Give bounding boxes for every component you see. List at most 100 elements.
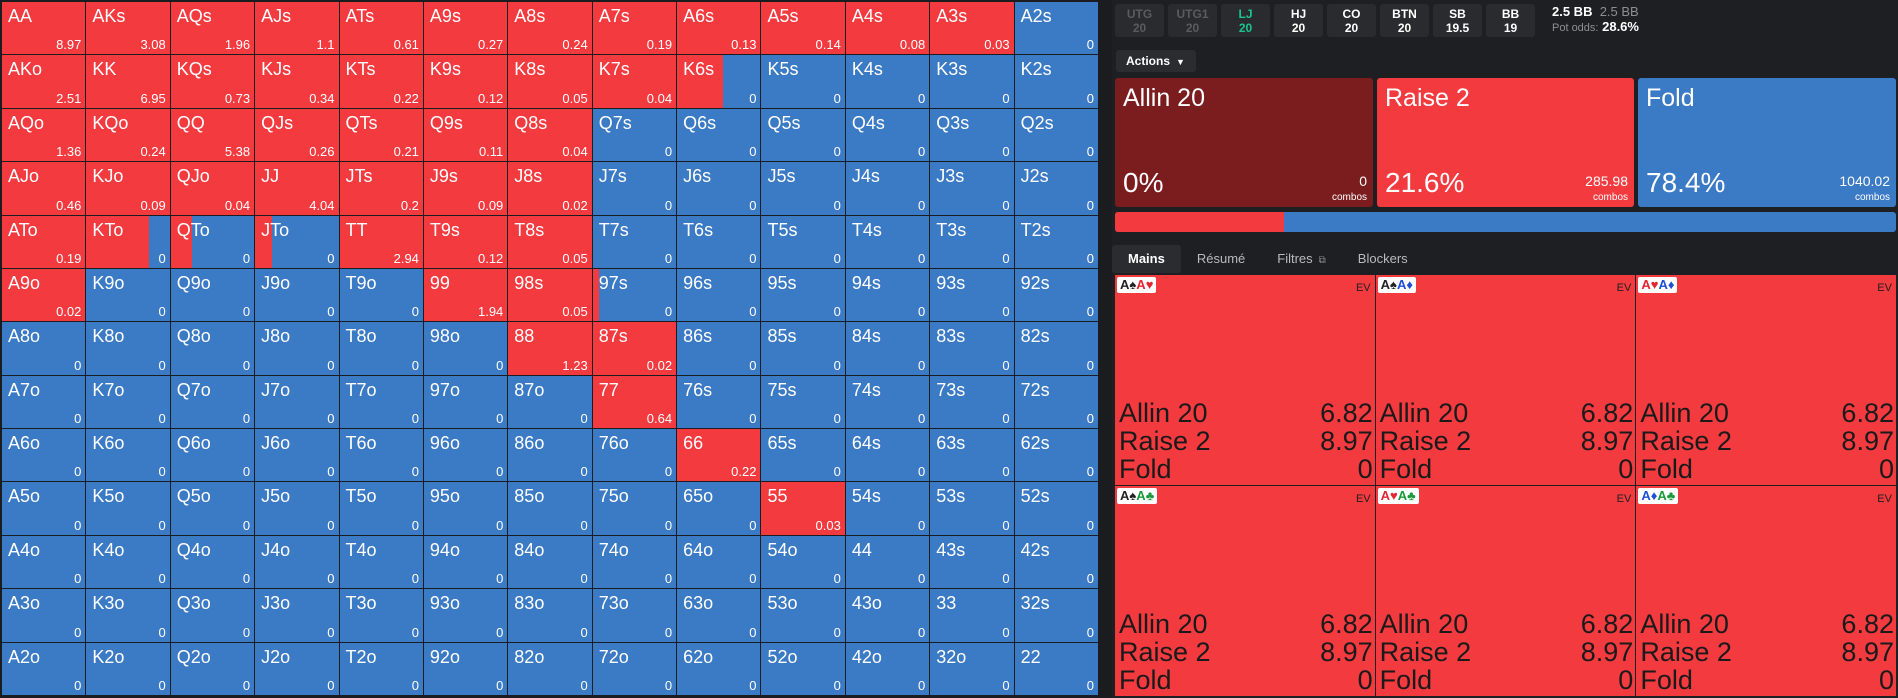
hand-cell[interactable]: QTs 0.21 (339, 108, 423, 162)
hand-cell[interactable]: 88 1.23 (508, 322, 592, 375)
hand-cell[interactable]: K8o 0 (86, 322, 170, 375)
hand-cell[interactable]: JTs 0.2 (339, 162, 423, 215)
hand-cell[interactable]: Q3o 0 (170, 589, 255, 642)
hand-cell[interactable]: T3o 0 (339, 589, 423, 642)
position-sb[interactable]: SB 19.5 (1433, 3, 1482, 37)
hand-cell[interactable]: KJo 0.09 (86, 162, 170, 215)
hand-cell[interactable]: QQ 5.38 (170, 108, 255, 162)
hand-cell[interactable]: K6o 0 (86, 429, 170, 482)
hand-cell[interactable]: 74s 0 (845, 375, 930, 429)
position-hj[interactable]: HJ 20 (1274, 3, 1323, 37)
hand-cell[interactable]: 76o 0 (592, 429, 677, 482)
hand-cell[interactable]: 85s 0 (761, 322, 845, 375)
hand-cell[interactable]: Q4s 0 (845, 108, 930, 162)
hand-combo-card[interactable]: A♠A♦ EV Allin 20 6.82 Raise 2 8.97 Fold 0 (1375, 275, 1636, 485)
hand-cell[interactable]: Q4o 0 (170, 535, 255, 589)
hand-cell[interactable]: 52s 0 (1014, 482, 1098, 535)
hand-cell[interactable]: Q3s 0 (930, 108, 1014, 162)
hand-cell[interactable]: K4s 0 (845, 55, 930, 108)
hand-cell[interactable]: Q2o 0 (170, 642, 255, 695)
hand-cell[interactable]: T5s 0 (761, 215, 845, 268)
hand-cell[interactable]: 65o 0 (677, 482, 761, 535)
hand-cell[interactable]: 86o 0 (508, 429, 592, 482)
position-utg1[interactable]: UTG1 20 (1168, 3, 1217, 37)
hand-combo-card[interactable]: A♠A♣ EV Allin 20 6.82 Raise 2 8.97 Fold 0 (1115, 486, 1375, 696)
hand-cell[interactable]: 86s 0 (677, 322, 761, 375)
hand-cell[interactable]: 92o 0 (423, 642, 508, 695)
hand-cell[interactable]: K9s 0.12 (423, 55, 508, 108)
hand-cell[interactable]: 93s 0 (930, 268, 1014, 322)
action-fold[interactable]: Fold 78.4% 1040.02 combos (1638, 78, 1896, 207)
hand-cell[interactable]: ATs 0.61 (339, 2, 423, 55)
hand-cell[interactable]: 33 0 (930, 589, 1014, 642)
hand-cell[interactable]: T6o 0 (339, 429, 423, 482)
hand-cell[interactable]: 62s 0 (1014, 429, 1098, 482)
hand-cell[interactable]: J5s 0 (761, 162, 845, 215)
hand-cell[interactable]: 87s 0.02 (592, 322, 677, 375)
hand-cell[interactable]: K4o 0 (86, 535, 170, 589)
hand-cell[interactable]: KJs 0.34 (255, 55, 339, 108)
hand-cell[interactable]: 76s 0 (677, 375, 761, 429)
hand-combo-card[interactable]: A♥A♣ EV Allin 20 6.82 Raise 2 8.97 Fold 0 (1375, 486, 1636, 696)
hand-cell[interactable]: 95o 0 (423, 482, 508, 535)
action-raise[interactable]: Raise 2 21.6% 285.98 combos (1377, 78, 1634, 207)
hand-cell[interactable]: Q7s 0 (592, 108, 677, 162)
hand-cell[interactable]: AQo 1.36 (2, 108, 86, 162)
hand-cell[interactable]: 73o 0 (592, 589, 677, 642)
hand-cell[interactable]: J9s 0.09 (423, 162, 508, 215)
hand-cell[interactable]: AKo 2.51 (2, 55, 86, 108)
hand-cell[interactable]: K3o 0 (86, 589, 170, 642)
hand-cell[interactable]: KTo 0 (86, 215, 170, 268)
hand-cell[interactable]: 75o 0 (592, 482, 677, 535)
hand-cell[interactable]: 53s 0 (930, 482, 1014, 535)
hand-cell[interactable]: 22 0 (1014, 642, 1098, 695)
hand-cell[interactable]: 94o 0 (423, 535, 508, 589)
hand-cell[interactable]: 43o 0 (845, 589, 930, 642)
hand-cell[interactable]: 72o 0 (592, 642, 677, 695)
hand-cell[interactable]: AJs 1.1 (255, 2, 339, 55)
hand-combo-card[interactable]: A♦A♣ EV Allin 20 6.82 Raise 2 8.97 Fold 0 (1636, 486, 1896, 696)
hand-cell[interactable]: 83s 0 (930, 322, 1014, 375)
hand-cell[interactable]: 84o 0 (508, 535, 592, 589)
hand-cell[interactable]: 66 0.22 (677, 429, 761, 482)
hand-cell[interactable]: K5s 0 (761, 55, 845, 108)
hand-cell[interactable]: 54s 0 (845, 482, 930, 535)
hand-cell[interactable]: J7s 0 (592, 162, 677, 215)
tab-mains[interactable]: Mains (1112, 245, 1181, 273)
hand-cell[interactable]: A7s 0.19 (592, 2, 677, 55)
hand-cell[interactable]: K7s 0.04 (592, 55, 677, 108)
tab-resume[interactable]: Résumé (1196, 251, 1246, 266)
hand-cell[interactable]: K2s 0 (1014, 55, 1098, 108)
hand-cell[interactable]: K3s 0 (930, 55, 1014, 108)
hand-cell[interactable]: A6s 0.13 (677, 2, 761, 55)
hand-cell[interactable]: K7o 0 (86, 375, 170, 429)
hand-cell[interactable]: 75s 0 (761, 375, 845, 429)
hand-cell[interactable]: 97o 0 (423, 375, 508, 429)
hand-cell[interactable]: Q8s 0.04 (508, 108, 592, 162)
hand-cell[interactable]: J2s 0 (1014, 162, 1098, 215)
hand-cell[interactable]: 93o 0 (423, 589, 508, 642)
hand-cell[interactable]: 77 0.64 (592, 375, 677, 429)
hand-cell[interactable]: A4o 0 (2, 535, 86, 589)
hand-cell[interactable]: 85o 0 (508, 482, 592, 535)
hand-cell[interactable]: T7o 0 (339, 375, 423, 429)
hand-cell[interactable]: J2o 0 (255, 642, 339, 695)
hand-combo-card[interactable]: A♠A♥ EV Allin 20 6.82 Raise 2 8.97 Fold 0 (1115, 275, 1375, 485)
hand-cell[interactable]: 64s 0 (845, 429, 930, 482)
hand-cell[interactable]: K6s 0 (677, 55, 761, 108)
position-lj[interactable]: LJ 20 (1221, 3, 1270, 37)
hand-cell[interactable]: 32s 0 (1014, 589, 1098, 642)
hand-cell[interactable]: KQo 0.24 (86, 108, 170, 162)
tab-blockers[interactable]: Blockers (1357, 251, 1408, 266)
hand-cell[interactable]: 72s 0 (1014, 375, 1098, 429)
hand-cell[interactable]: Q7o 0 (170, 375, 255, 429)
hand-cell[interactable]: 94s 0 (845, 268, 930, 322)
hand-cell[interactable]: Q8o 0 (170, 322, 255, 375)
hand-cell[interactable]: 96s 0 (677, 268, 761, 322)
hand-cell[interactable]: QJo 0.04 (170, 162, 255, 215)
hand-cell[interactable]: Q5o 0 (170, 482, 255, 535)
hand-cell[interactable]: J6s 0 (677, 162, 761, 215)
hand-cell[interactable]: T4o 0 (339, 535, 423, 589)
hand-cell[interactable]: A3o 0 (2, 589, 86, 642)
hand-cell[interactable]: 87o 0 (508, 375, 592, 429)
